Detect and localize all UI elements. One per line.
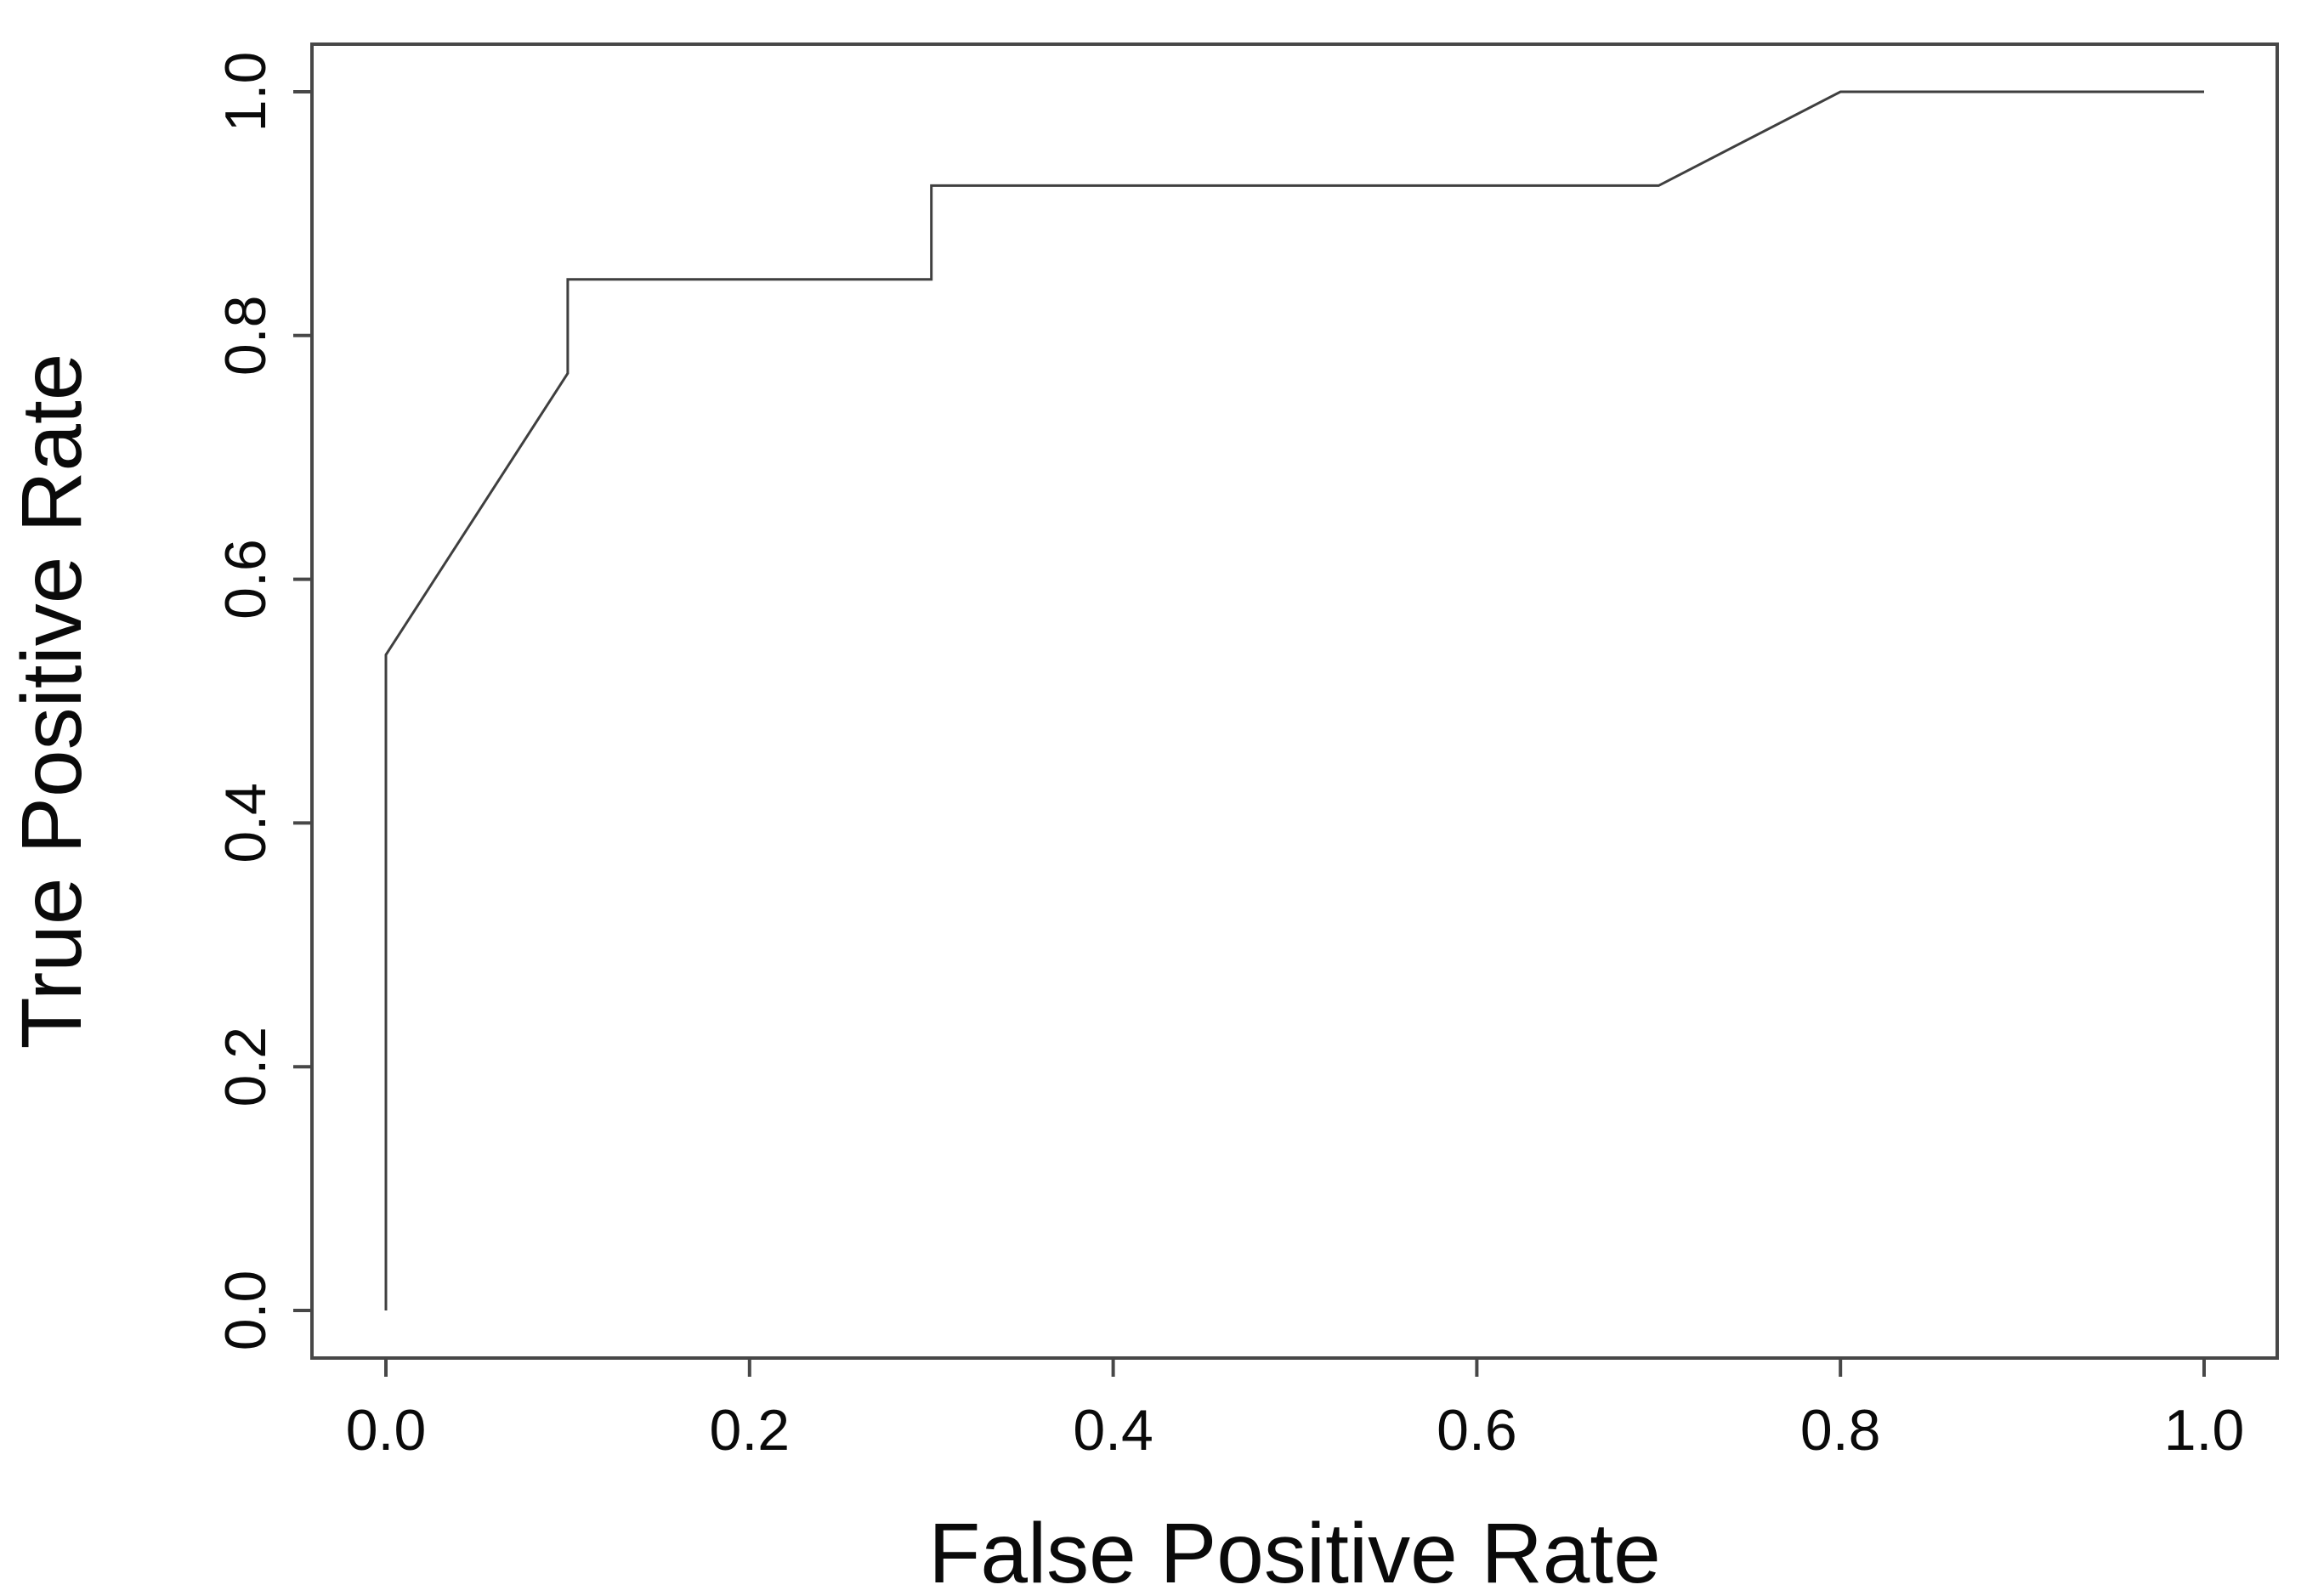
x-axis-ticks [384,1358,2206,1377]
y-tick-label: 0.8 [213,296,278,376]
x-tick-label: 0.6 [1437,1398,1517,1463]
y-tick-label: 0.6 [213,539,278,620]
y-tick-label: 0.2 [213,1027,278,1107]
x-tick-label: 0.0 [346,1398,427,1463]
y-axis-title: True Positive Rate [4,354,99,1050]
roc-curve-line [384,90,2204,1310]
plot-box [310,42,2279,1360]
x-axis-title: False Positive Rate [928,1506,1660,1596]
y-axis-tick-labels: 0.0 0.2 0.4 0.6 0.8 1.0 [213,52,278,1351]
x-tick-label: 1.0 [2164,1398,2245,1463]
x-axis-tick-labels: 0.0 0.2 0.4 0.6 0.8 1.0 [346,1398,2245,1463]
x-tick-label: 0.2 [710,1398,791,1463]
x-tick-label: 0.8 [1800,1398,1881,1463]
y-axis-ticks [293,90,312,1312]
y-tick-label: 1.0 [213,52,278,133]
x-tick-label: 0.4 [1073,1398,1153,1463]
y-tick-label: 0.4 [213,783,278,863]
y-tick-label: 0.0 [213,1271,278,1351]
